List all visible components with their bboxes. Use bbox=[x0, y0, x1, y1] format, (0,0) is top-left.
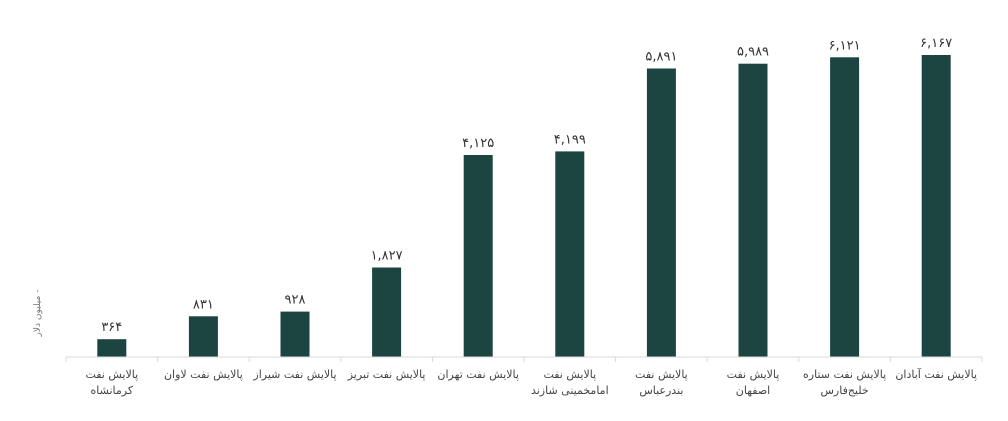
bars-group bbox=[97, 55, 951, 358]
bar-7 bbox=[738, 63, 768, 357]
category-label-3: پالایش نفت تبریز bbox=[347, 368, 426, 381]
value-label-1: ۸۳۱ bbox=[193, 297, 214, 312]
bar-3 bbox=[372, 267, 402, 357]
bar-9 bbox=[921, 55, 951, 357]
category-label-9: پالایش نفت آبادان bbox=[895, 367, 977, 381]
category-label-6: پالایش نفت بندرعباس bbox=[635, 368, 688, 397]
bar-6 bbox=[646, 68, 676, 357]
bar-1 bbox=[188, 316, 218, 357]
bar-2 bbox=[280, 311, 310, 357]
value-label-7: ۵,۹۸۹ bbox=[737, 45, 769, 60]
value-label-6: ۵,۸۹۱ bbox=[645, 50, 677, 65]
category-label-4: پالایش نفت تهران bbox=[437, 368, 519, 381]
category-label-2: پالایش نفت شیراز bbox=[252, 368, 336, 381]
value-label-2: ۹۲۸ bbox=[285, 293, 306, 308]
value-label-9: ۶,۱۶۷ bbox=[920, 36, 952, 51]
category-label-5: پالایش نفت امامخمینی شازند bbox=[531, 368, 609, 397]
category-label-7: پالایش نفت اصفهان bbox=[727, 368, 780, 397]
value-label-0: ۳۶۴ bbox=[101, 320, 122, 335]
category-labels-group: پالایش نفت کرمانشاه پالایش نفت لاوان پالایش… bbox=[85, 367, 977, 397]
bar-8 bbox=[830, 57, 860, 358]
bar-4 bbox=[463, 155, 493, 357]
category-label-1: پالایش نفت لاوان bbox=[164, 368, 243, 381]
x-axis-ticks bbox=[65, 357, 983, 362]
category-label-8: پالایش نفت ستاره خلیج‌فارس bbox=[803, 368, 886, 397]
value-label-8: ۶,۱۲۱ bbox=[829, 38, 861, 53]
bar-5 bbox=[555, 151, 585, 357]
bar-0 bbox=[97, 339, 127, 357]
value-label-4: ۴,۱۲۵ bbox=[462, 136, 494, 151]
category-label-0: پالایش نفت کرمانشاه bbox=[85, 368, 138, 397]
value-label-5: ۴,۱۹۹ bbox=[554, 132, 586, 147]
value-labels-group: ۳۶۴ ۸۳۱ ۹۲۸ ۱,۸۲۷ ۴,۱۲۵ ۴,۱۹۹ ۵,۸۹۱ ۵,۹۸۹ ۶,۱۲۱ ۶… bbox=[101, 36, 952, 335]
y-axis-label: - میلیون دلار bbox=[33, 290, 43, 338]
value-label-3: ۱,۸۲۷ bbox=[371, 249, 403, 264]
